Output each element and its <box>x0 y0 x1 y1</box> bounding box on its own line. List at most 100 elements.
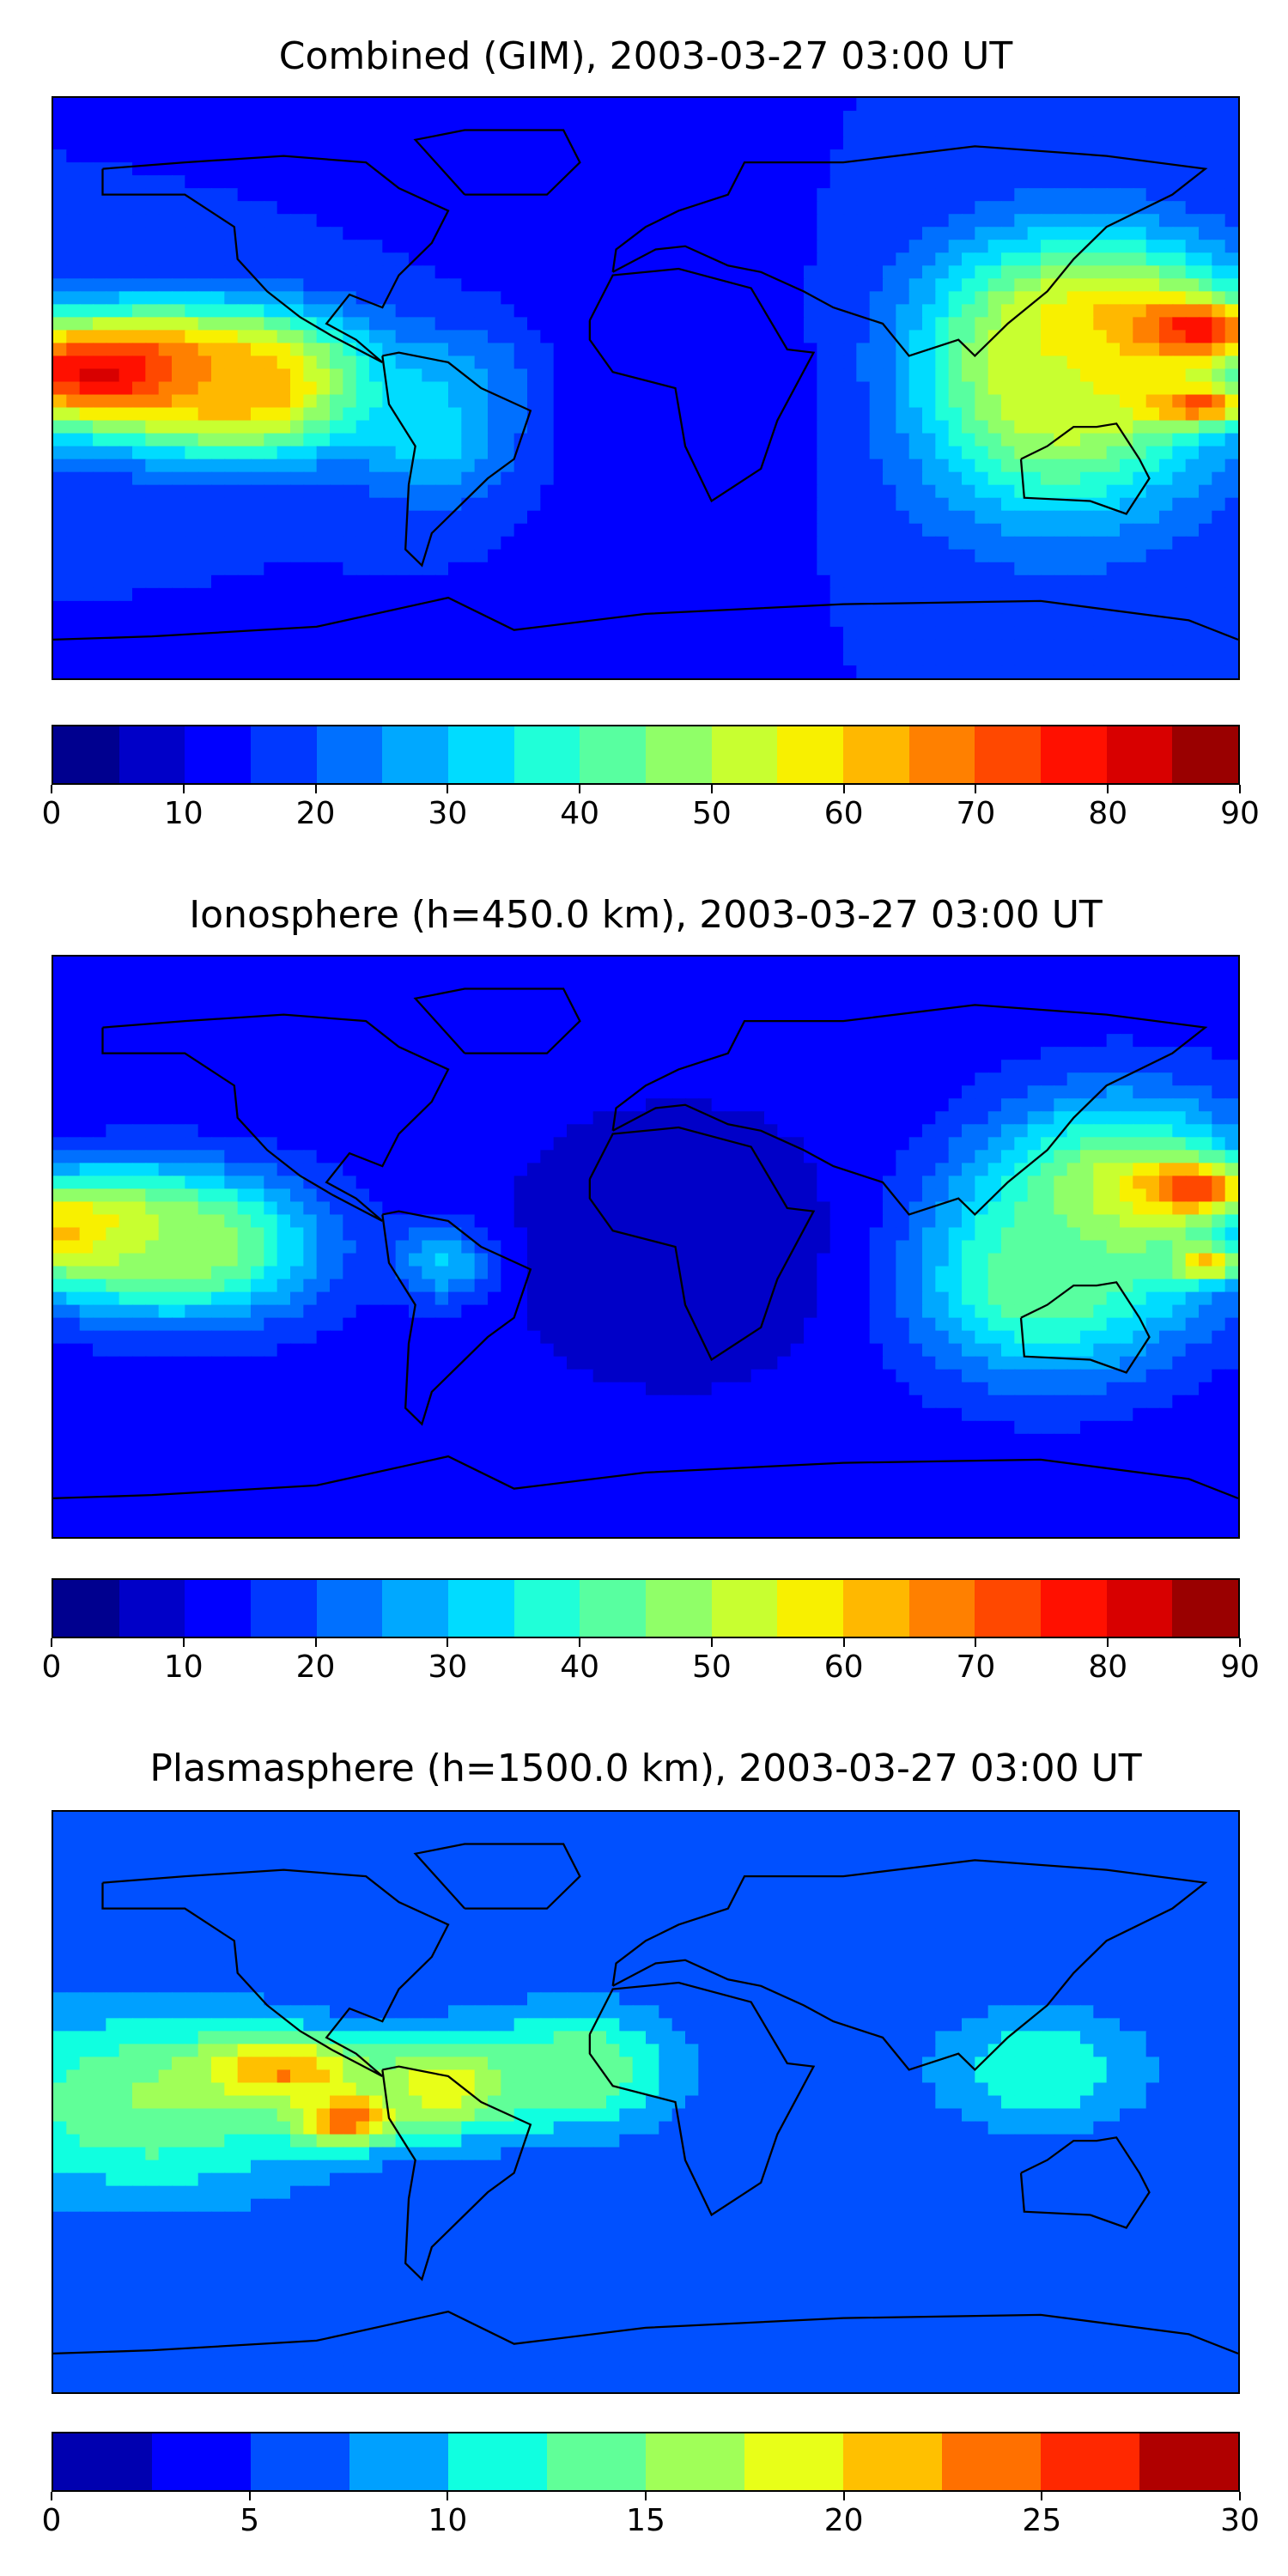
map-cell <box>540 111 555 125</box>
map-cell <box>264 1060 278 1074</box>
map-cell <box>1014 562 1029 576</box>
map-cell <box>488 149 502 164</box>
map-cell <box>1133 433 1147 447</box>
map-cell <box>251 304 265 319</box>
map-cell <box>908 252 924 267</box>
map-cell <box>409 665 423 678</box>
map-cell <box>1001 982 1016 997</box>
map-cell <box>224 355 239 370</box>
map-cell <box>1041 459 1055 473</box>
map-cell <box>1212 278 1226 293</box>
map-cell <box>409 1034 423 1048</box>
map-cell <box>843 407 858 422</box>
map-cell <box>422 969 436 984</box>
map-cell <box>474 355 489 370</box>
map-cell <box>106 982 120 997</box>
map-cell <box>251 124 265 138</box>
map-cell <box>738 291 752 306</box>
map-cell <box>817 471 831 486</box>
map-cell <box>962 330 976 344</box>
map-cell <box>1066 162 1082 177</box>
map-cell <box>488 214 502 228</box>
map-cell <box>513 587 529 602</box>
map-cell <box>106 497 120 512</box>
map-cell <box>132 227 147 241</box>
map-cell <box>869 433 884 447</box>
map-cell <box>1145 201 1161 216</box>
map-cell <box>646 420 660 434</box>
map-cell <box>750 1047 766 1061</box>
map-cell <box>829 291 845 306</box>
map-cell <box>303 446 318 460</box>
map-cell <box>843 355 858 370</box>
map-cell <box>290 1072 305 1087</box>
map-cell <box>79 265 94 280</box>
map-cell <box>1120 291 1134 306</box>
map-cell <box>343 252 357 267</box>
map-cell <box>79 510 94 525</box>
map-cell <box>646 497 660 512</box>
map-cell <box>237 381 252 396</box>
map-cell <box>750 995 766 1010</box>
map-cell <box>316 330 331 344</box>
map-cell <box>553 1060 568 1074</box>
map-cell <box>553 459 568 473</box>
map-cell <box>409 995 423 1010</box>
map-cell <box>962 562 976 576</box>
map-cell <box>1027 162 1042 177</box>
map-cell <box>513 407 529 422</box>
map-cell <box>856 982 871 997</box>
map-cell <box>369 304 384 319</box>
map-cell <box>896 639 910 654</box>
map-cell <box>1041 278 1055 293</box>
map-cell <box>1185 1047 1200 1061</box>
map-cell <box>908 510 924 525</box>
map-cell <box>66 613 81 629</box>
map-cell <box>53 613 68 629</box>
map-cell <box>908 433 924 447</box>
map-cell <box>185 665 199 678</box>
map-cell <box>448 149 463 164</box>
map-cell <box>975 665 989 678</box>
map-cell <box>935 394 950 409</box>
map-cell <box>935 420 950 434</box>
map-cell <box>461 639 476 654</box>
map-cell <box>488 459 502 473</box>
map-cell <box>1041 600 1055 616</box>
map-cell <box>817 201 831 216</box>
map-cell <box>553 523 568 538</box>
map-cell <box>540 330 555 344</box>
map-cell <box>764 665 779 678</box>
map-cell <box>817 510 831 525</box>
map-cell <box>197 111 213 125</box>
map-cell <box>461 368 476 383</box>
map-cell <box>501 368 515 383</box>
map-cell <box>224 137 239 151</box>
map-cell <box>592 549 608 563</box>
map-cell <box>975 613 989 629</box>
map-cell <box>1093 626 1108 641</box>
map-cell <box>725 188 739 203</box>
map-cell <box>53 484 68 499</box>
map-cell <box>93 407 107 422</box>
map-cell <box>750 175 766 190</box>
map-cell <box>106 227 120 241</box>
map-cell <box>158 1060 173 1074</box>
map-cell <box>1093 124 1108 138</box>
map-cell <box>461 201 476 216</box>
map-cell <box>764 111 779 125</box>
map-cell <box>856 381 871 396</box>
map-cell <box>395 652 410 667</box>
map-cell <box>856 471 871 486</box>
map-cell <box>197 343 213 357</box>
map-cell <box>382 587 397 602</box>
map-cell <box>1054 562 1068 576</box>
map-cell <box>804 523 818 538</box>
map-cell <box>987 665 1003 678</box>
map-cell <box>962 201 976 216</box>
map-cell <box>777 982 792 997</box>
map-cell <box>1014 240 1029 254</box>
map-cell <box>671 304 687 319</box>
map-cell <box>237 240 252 254</box>
map-cell <box>777 969 792 984</box>
